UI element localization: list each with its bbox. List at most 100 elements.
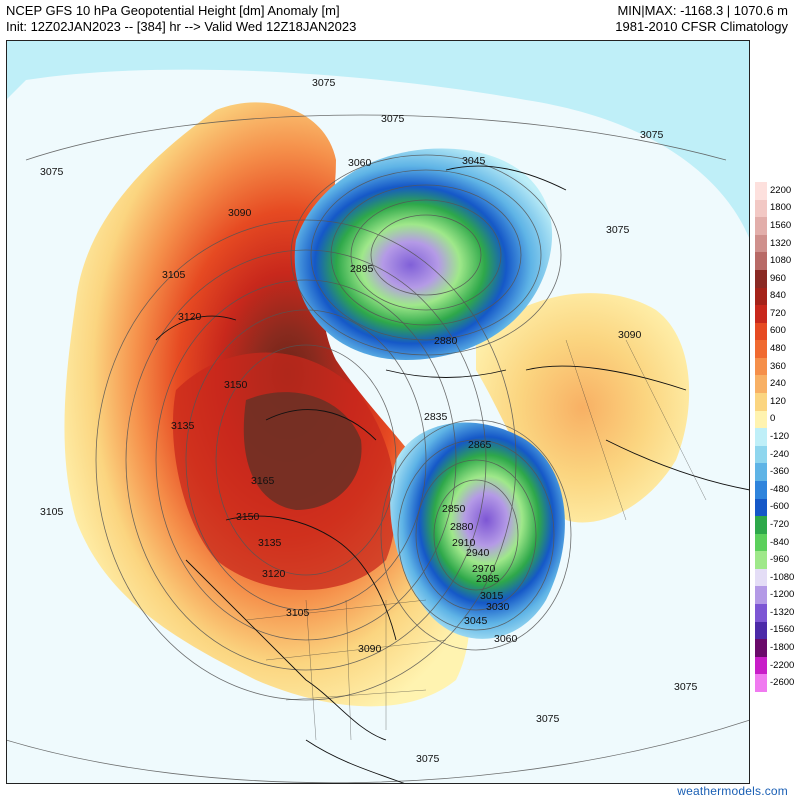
legend-swatch <box>755 182 767 200</box>
contour-label: 3090 <box>228 207 252 219</box>
legend-swatch <box>755 498 767 517</box>
coastlines <box>155 165 750 784</box>
legend-swatch <box>755 674 767 693</box>
legend-swatch <box>755 480 767 499</box>
source-watermark: weathermodels.com <box>677 784 788 798</box>
legend-swatch <box>755 621 767 640</box>
contour-label: 3105 <box>40 506 64 518</box>
legend-label: 1560 <box>770 219 792 231</box>
contour-label: 3105 <box>162 269 186 281</box>
legend-label: 1080 <box>770 255 792 267</box>
legend-swatch <box>755 410 767 429</box>
legend-label: -720 <box>770 518 790 530</box>
contour-label: 3075 <box>536 713 560 725</box>
contour-label: 2970 <box>472 563 496 575</box>
header: NCEP GFS 10 hPa Geopotential Height [dm]… <box>0 0 800 38</box>
contour-label: 2895 <box>350 263 374 275</box>
contour-label: 2880 <box>434 335 458 347</box>
contour-label: 3075 <box>606 224 630 236</box>
chart-title: NCEP GFS 10 hPa Geopotential Height [dm]… <box>6 3 340 18</box>
legend-swatch <box>755 586 767 605</box>
legend-swatch <box>755 234 767 253</box>
legend-label: 2200 <box>770 184 792 196</box>
legend-label: -1080 <box>770 571 795 583</box>
map-panel: 3075 3075 3075 3075 3075 3075 3075 3075 … <box>6 40 750 784</box>
contour-label: 3090 <box>618 329 642 341</box>
legend-label: -840 <box>770 536 790 548</box>
min-max-readout: MIN|MAX: -1168.3 | 1070.6 m <box>617 3 788 18</box>
legend-swatch <box>755 393 767 412</box>
contour-label: 3075 <box>381 113 405 125</box>
legend-swatch <box>755 269 767 288</box>
legend-swatch <box>755 375 767 394</box>
contour-label: 3045 <box>464 615 488 627</box>
legend-swatch <box>755 551 767 570</box>
legend-label: 360 <box>770 360 786 372</box>
borders <box>245 339 707 741</box>
legend-label: 720 <box>770 307 786 319</box>
legend-swatch <box>755 340 767 359</box>
legend-swatch <box>755 199 767 218</box>
contour-label: 3045 <box>462 155 486 167</box>
legend-label: -1320 <box>770 606 795 618</box>
legend-swatch <box>755 533 767 552</box>
contour-label: 2940 <box>466 547 490 559</box>
contour-label: 2835 <box>424 411 448 423</box>
contour-label: 2910 <box>452 537 476 549</box>
contour-label: 3120 <box>262 568 286 580</box>
legend-swatch <box>755 639 767 658</box>
legend-swatch <box>755 516 767 535</box>
contour-label: 3075 <box>416 753 440 765</box>
contour-label: 3090 <box>358 643 382 655</box>
anomaly-map: 3075 3075 3075 3075 3075 3075 3075 3075 … <box>6 40 750 784</box>
height-contours <box>6 114 750 784</box>
color-legend: 2200 1800 1560 1320 1080 960 840 720 600 480 360 24… <box>755 182 800 693</box>
legend-label: 0 <box>770 413 776 425</box>
legend-label: 120 <box>770 395 786 407</box>
legend-swatch <box>755 604 767 623</box>
legend-label: -360 <box>770 466 790 478</box>
legend-swatch <box>755 287 767 306</box>
legend-label: 960 <box>770 272 786 284</box>
legend-label: -240 <box>770 448 790 460</box>
legend-swatch <box>755 322 767 341</box>
contour-label: 3075 <box>40 166 64 178</box>
contour-label: 2985 <box>476 573 500 585</box>
contour-label: 3030 <box>486 601 510 613</box>
legend-label: 480 <box>770 343 786 355</box>
legend-swatch <box>755 445 767 464</box>
legend-label: 240 <box>770 378 786 390</box>
contour-label: 3015 <box>480 590 504 602</box>
contour-label: 3075 <box>312 77 336 89</box>
legend-label: -2600 <box>770 677 795 689</box>
map-frame <box>6 40 750 784</box>
legend-swatch <box>755 428 767 447</box>
legend-swatch <box>755 463 767 482</box>
contour-label: 3150 <box>224 379 248 391</box>
legend-swatch <box>755 305 767 324</box>
legend-swatch <box>755 656 767 675</box>
contour-label: 3120 <box>178 311 202 323</box>
legend-label: 1800 <box>770 202 792 214</box>
contour-label: 3075 <box>640 129 664 141</box>
contour-label: 3105 <box>286 607 310 619</box>
contour-label-group: 3075 3075 3075 3075 3075 3075 3075 3075 … <box>40 77 698 765</box>
legend-swatch <box>755 568 767 587</box>
legend-label: -960 <box>770 554 790 566</box>
legend-label: -1560 <box>770 624 795 636</box>
contour-label: 3075 <box>674 681 698 693</box>
legend-swatch <box>755 217 767 236</box>
climatology-note: 1981-2010 CFSR Climatology <box>615 19 788 34</box>
contour-label: 3150 <box>236 511 260 523</box>
legend-label: -2200 <box>770 659 795 671</box>
contour-label: 2850 <box>442 503 466 515</box>
legend-label: -1800 <box>770 642 795 654</box>
contour-label: 2880 <box>450 521 474 533</box>
contour-label: 2865 <box>468 439 492 451</box>
legend-label: 840 <box>770 290 786 302</box>
contour-label: 3135 <box>258 537 282 549</box>
contour-label: 3060 <box>348 157 372 169</box>
legend-label: 1320 <box>770 237 792 249</box>
legend-label: -120 <box>770 431 790 442</box>
legend-swatch <box>755 252 767 271</box>
